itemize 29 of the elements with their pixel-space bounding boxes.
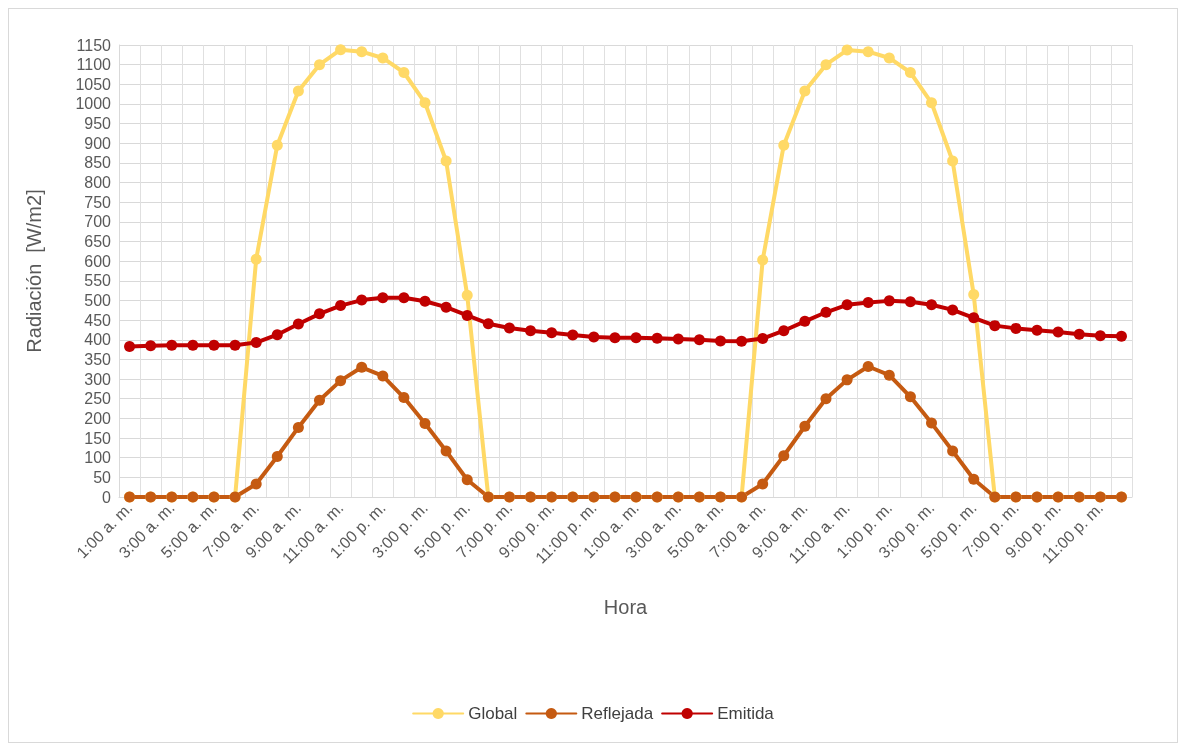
- y-tick-label: 650: [84, 233, 112, 251]
- legend-label: Emitida: [717, 704, 775, 723]
- y-tick-label: 1150: [76, 36, 112, 54]
- x-axis-title: Hora: [603, 596, 649, 618]
- y-tick-label: 1000: [75, 95, 112, 113]
- y-tick-label: 350: [84, 350, 112, 368]
- y-tick-label: 500: [84, 291, 112, 309]
- y-tick-label: 850: [84, 154, 112, 172]
- y-tick-label: 750: [84, 193, 112, 211]
- y-tick-label: 800: [84, 174, 112, 192]
- y-tick-label: 1100: [76, 56, 112, 74]
- y-tick-label: 150: [84, 429, 112, 447]
- y-tick-label: 550: [84, 272, 112, 290]
- y-tick-label: 900: [84, 134, 112, 152]
- y-tick-label: 600: [84, 252, 112, 270]
- y-tick-label: 450: [84, 311, 112, 329]
- y-tick-label: 700: [84, 213, 112, 231]
- y-tick-label: 250: [84, 390, 112, 408]
- y-tick-label: 950: [84, 115, 112, 133]
- y-tick-label: 100: [84, 449, 112, 467]
- legend-label: Reflejada: [581, 704, 654, 723]
- y-axis-title: Radiación [W/m2]: [23, 189, 45, 353]
- y-tick-label: 1050: [75, 75, 112, 93]
- legend-label: Global: [468, 704, 518, 723]
- y-tick-label: 400: [84, 331, 112, 349]
- y-tick-label: 50: [93, 468, 112, 486]
- y-tick-label: 200: [84, 409, 112, 427]
- y-tick-label: 300: [84, 370, 112, 388]
- y-tick-label: 0: [102, 488, 112, 506]
